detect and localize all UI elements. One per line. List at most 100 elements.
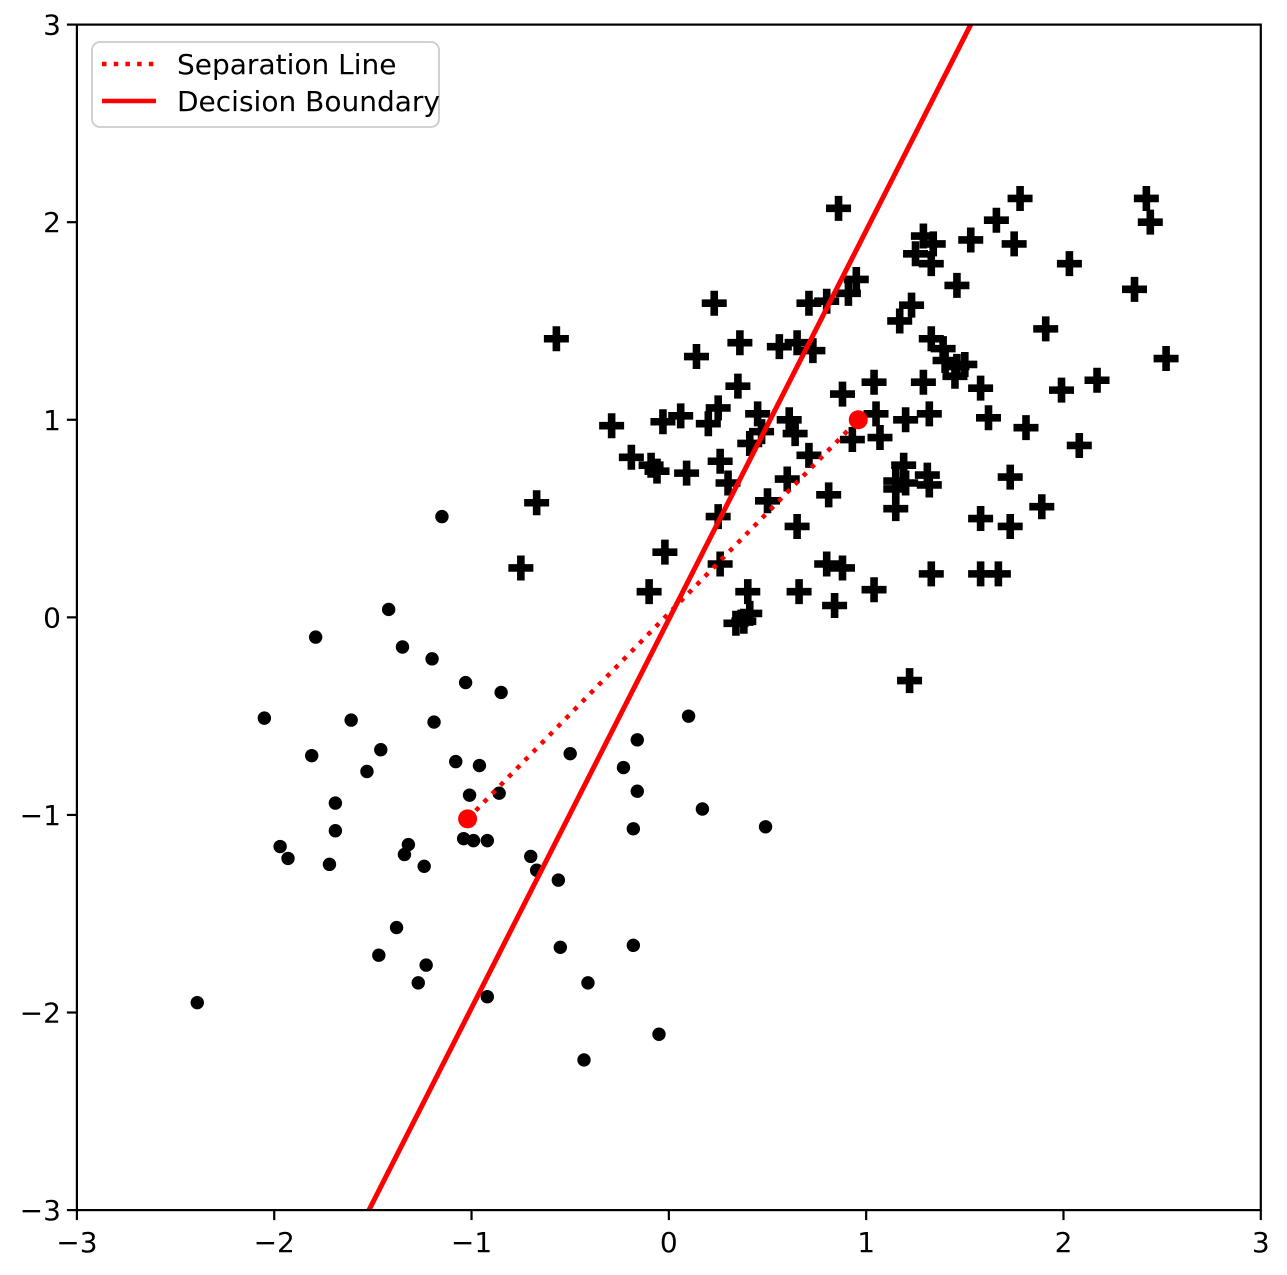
scatter-dot — [257, 711, 272, 725]
scatter-plus — [695, 411, 721, 437]
mean-point — [848, 410, 868, 430]
scatter-plus — [618, 444, 644, 470]
scatter-dot — [563, 746, 577, 761]
scatter-plus — [822, 592, 848, 618]
scatter-plus — [910, 223, 936, 249]
scatter-plus — [784, 330, 810, 356]
scatter-dot — [472, 758, 487, 773]
scatter-dot — [395, 640, 410, 654]
y-tick-label: 3 — [43, 9, 61, 42]
scatter-plus — [674, 460, 700, 486]
scatter-plus — [861, 577, 887, 603]
scatter-plus — [1013, 415, 1039, 441]
x-axis: −3 −2 −1 0 1 2 3 — [56, 1210, 1270, 1259]
scatter-plus — [683, 344, 709, 370]
scatter-plus — [968, 506, 994, 532]
scatter-plus — [968, 561, 994, 587]
legend-label-separation-line: Separation Line — [177, 48, 397, 81]
scatter-plus — [902, 241, 928, 267]
y-tick-label: −2 — [20, 997, 61, 1030]
scatter-layer — [190, 185, 1179, 1067]
line-layer — [366, 24, 973, 1211]
y-tick-label: 1 — [43, 404, 61, 437]
scatter-plus — [737, 430, 763, 456]
legend: Separation Line Decision Boundary — [91, 41, 440, 128]
scatter-plus — [715, 470, 741, 496]
y-tick-label: 2 — [43, 206, 61, 239]
scatter-plus — [932, 347, 958, 373]
scatter-dot — [328, 824, 343, 838]
y-tick-label: −3 — [20, 1194, 61, 1227]
scatter-dot — [524, 849, 538, 864]
scatter-plus — [796, 290, 822, 316]
scatter-plus — [883, 476, 909, 502]
x-tick-label: −1 — [451, 1226, 492, 1259]
scatter-plus — [1137, 209, 1163, 235]
scatter-dot — [630, 733, 644, 747]
scatter-plus — [997, 464, 1023, 490]
mean-point — [458, 809, 478, 829]
scatter-plus — [725, 373, 751, 399]
scatter-plus — [796, 442, 822, 468]
scatter-plus — [839, 427, 865, 453]
scatter-plus — [782, 421, 808, 447]
scatter-dot — [652, 1027, 666, 1041]
scatter-plus — [638, 452, 664, 478]
scatter-plus — [893, 407, 919, 433]
scatter-plus — [942, 363, 968, 389]
scatter-dot — [381, 602, 396, 617]
scatter-dot — [480, 990, 495, 1004]
scatter-plus — [650, 409, 676, 435]
decision-boundary — [366, 24, 973, 1211]
scatter-dot — [449, 754, 463, 769]
scatter-plus — [918, 251, 944, 277]
scatter-dot — [494, 685, 508, 700]
scatter-plus — [1033, 316, 1059, 342]
scatter-dot — [466, 833, 481, 848]
scatter-plus — [976, 405, 1002, 431]
scatter-dot — [626, 938, 641, 953]
scatter-plus — [784, 513, 810, 539]
scatter-dot — [397, 847, 412, 862]
scatter-dot — [281, 851, 295, 866]
scatter-dot — [681, 709, 696, 723]
x-tick-label: −3 — [56, 1226, 97, 1259]
scatter-plus — [916, 472, 942, 498]
scatter-dot — [425, 652, 439, 666]
scatter-plus — [918, 326, 944, 352]
scatter-plus — [644, 458, 670, 484]
scatter-dot — [758, 820, 773, 834]
legend-label-decision-boundary: Decision Boundary — [177, 85, 440, 118]
scatter-plus — [814, 551, 840, 577]
scatter-plus — [1056, 251, 1082, 277]
scatter-dot — [492, 786, 506, 800]
scatter-dot — [328, 796, 343, 810]
scatter-plus — [776, 407, 802, 433]
y-tick-label: 0 — [43, 601, 61, 634]
x-tick-label: 0 — [660, 1226, 678, 1259]
scatter-dot — [616, 760, 631, 775]
scatter-plus — [1084, 367, 1110, 393]
scatter-plus — [893, 470, 919, 496]
scatter-plus — [829, 555, 855, 581]
scatter-plus — [652, 539, 678, 565]
scatter-plus — [543, 326, 569, 352]
scatter-plus — [918, 561, 944, 587]
scatter-plus — [705, 504, 731, 530]
scatter-dot — [553, 940, 568, 955]
scatter-dot — [411, 976, 425, 990]
scatter-dot — [273, 839, 287, 854]
x-tick-label: 3 — [1252, 1226, 1270, 1259]
scatter-plus — [843, 266, 869, 292]
scatter-plus — [707, 448, 733, 474]
scatter-dot — [695, 802, 710, 816]
scatter-plus — [766, 334, 792, 360]
scatter-plus — [983, 207, 1009, 233]
scatter-plus — [800, 338, 826, 364]
scatter-plus — [1066, 432, 1092, 458]
scatter-plus — [735, 579, 761, 605]
scatter-dot — [372, 948, 386, 962]
scatter-plus — [1049, 377, 1075, 403]
scatter-plus — [1029, 494, 1055, 520]
